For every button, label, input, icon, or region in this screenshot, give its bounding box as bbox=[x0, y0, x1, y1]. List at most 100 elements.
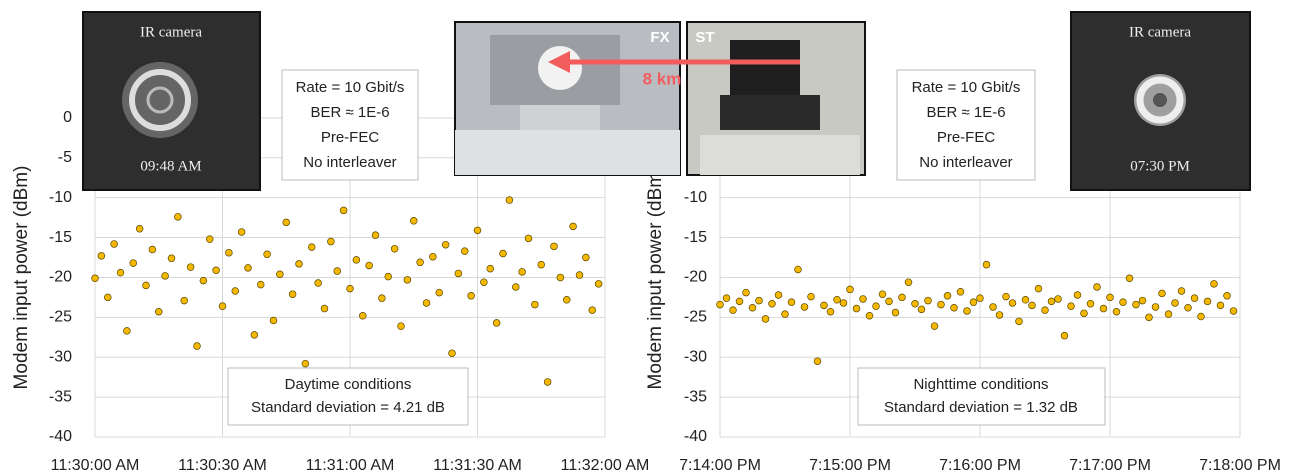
data-point bbox=[950, 304, 958, 312]
data-point bbox=[1151, 303, 1160, 311]
ir-inset: IR camera 09:48 AM bbox=[82, 11, 261, 191]
condition-stat: Standard deviation = 1.32 dB bbox=[884, 399, 1078, 416]
data-point bbox=[1073, 291, 1082, 299]
y-axis-title: Modem input power (dBm) bbox=[11, 166, 32, 390]
settings-line: BER ≈ 1E-6 bbox=[926, 104, 1005, 121]
data-point bbox=[327, 237, 335, 246]
y-tick-label: -40 bbox=[684, 428, 707, 445]
data-point bbox=[852, 304, 861, 313]
condition-frame bbox=[857, 367, 1106, 426]
data-point bbox=[963, 307, 971, 315]
x-tick-label: 11:31:30 AM bbox=[433, 457, 522, 474]
photo-st: ST bbox=[686, 21, 866, 176]
data-point bbox=[435, 288, 444, 297]
settings-line: No interleaver bbox=[919, 154, 1012, 171]
ir-core bbox=[146, 86, 174, 114]
data-point bbox=[148, 245, 157, 254]
ir-title: IR camera bbox=[140, 24, 202, 40]
data-point bbox=[257, 280, 265, 289]
x-tick-label: 7:15:00 PM bbox=[809, 457, 891, 474]
photo-label: ST bbox=[695, 29, 714, 46]
data-point bbox=[729, 306, 737, 314]
data-point bbox=[371, 231, 380, 239]
y-axis-title: Modem input power (dBm) bbox=[645, 166, 666, 390]
data-point bbox=[155, 307, 163, 316]
data-point bbox=[569, 222, 577, 231]
data-point bbox=[943, 292, 952, 300]
data-point bbox=[225, 248, 233, 257]
data-point bbox=[480, 278, 488, 286]
data-point bbox=[716, 300, 724, 309]
data-point bbox=[422, 299, 431, 307]
data-point bbox=[505, 196, 514, 204]
data-point bbox=[97, 252, 106, 260]
data-point bbox=[518, 268, 526, 276]
data-point bbox=[1216, 301, 1225, 310]
data-point bbox=[1067, 302, 1075, 310]
photo-label: FX bbox=[650, 29, 669, 46]
data-point bbox=[473, 226, 482, 235]
y-tick-label: -25 bbox=[49, 309, 72, 326]
data-point bbox=[359, 311, 367, 320]
y-tick-label: -5 bbox=[58, 149, 72, 166]
data-point bbox=[244, 264, 252, 272]
data-point bbox=[1047, 297, 1056, 306]
data-point bbox=[872, 302, 880, 310]
data-point bbox=[250, 331, 259, 339]
y-tick-label: -25 bbox=[684, 309, 707, 326]
data-point bbox=[308, 243, 316, 251]
data-point bbox=[1203, 297, 1212, 306]
data-point bbox=[556, 273, 565, 282]
data-point bbox=[1138, 296, 1147, 305]
data-point bbox=[384, 272, 393, 281]
data-point bbox=[826, 307, 835, 316]
terminal-head bbox=[730, 40, 800, 100]
data-point bbox=[781, 310, 789, 318]
data-point bbox=[237, 228, 246, 236]
data-point bbox=[1229, 307, 1238, 315]
x-tick-label: 7:17:00 PM bbox=[1069, 457, 1151, 474]
ir-title: IR camera bbox=[1129, 24, 1191, 40]
condition-box: Nighttime conditions Standard deviation … bbox=[857, 367, 1106, 426]
data-point bbox=[129, 259, 138, 267]
ir-time: 09:48 AM bbox=[140, 158, 201, 174]
data-point bbox=[333, 267, 342, 275]
y-tick-label: -15 bbox=[684, 229, 707, 246]
data-point bbox=[1119, 298, 1127, 306]
data-point bbox=[390, 244, 399, 253]
data-point bbox=[142, 281, 150, 290]
data-point bbox=[186, 263, 195, 271]
ir-core bbox=[1153, 93, 1167, 107]
data-point bbox=[263, 250, 271, 259]
settings-line: BER ≈ 1E-6 bbox=[310, 104, 389, 121]
settings-line: Pre-FEC bbox=[937, 129, 996, 146]
data-point bbox=[891, 308, 900, 317]
data-point bbox=[562, 296, 571, 304]
data-point bbox=[550, 242, 558, 251]
data-point bbox=[1093, 283, 1101, 291]
data-point bbox=[1125, 274, 1134, 282]
data-point bbox=[787, 298, 796, 306]
data-point bbox=[403, 276, 412, 284]
y-tick-label: -30 bbox=[684, 348, 707, 365]
data-point bbox=[807, 292, 815, 301]
data-point bbox=[269, 316, 278, 325]
data-point bbox=[193, 342, 201, 350]
condition-stat: Standard deviation = 4.21 dB bbox=[251, 399, 445, 416]
data-point bbox=[1028, 301, 1036, 310]
data-point bbox=[1086, 300, 1095, 308]
data-point bbox=[467, 292, 475, 300]
x-tick-label: 7:18:00 PM bbox=[1199, 457, 1281, 474]
data-point bbox=[320, 304, 329, 313]
data-point bbox=[800, 303, 809, 311]
data-point bbox=[1190, 294, 1199, 302]
data-point bbox=[582, 253, 590, 262]
ir-time: 07:30 PM bbox=[1130, 158, 1190, 174]
data-point bbox=[1210, 280, 1218, 288]
data-point bbox=[116, 268, 125, 277]
data-point bbox=[594, 280, 603, 288]
ir-ring bbox=[1136, 76, 1184, 124]
settings-line: Pre-FEC bbox=[321, 129, 380, 146]
condition-title: Daytime conditions bbox=[285, 376, 412, 393]
data-point bbox=[911, 300, 919, 308]
